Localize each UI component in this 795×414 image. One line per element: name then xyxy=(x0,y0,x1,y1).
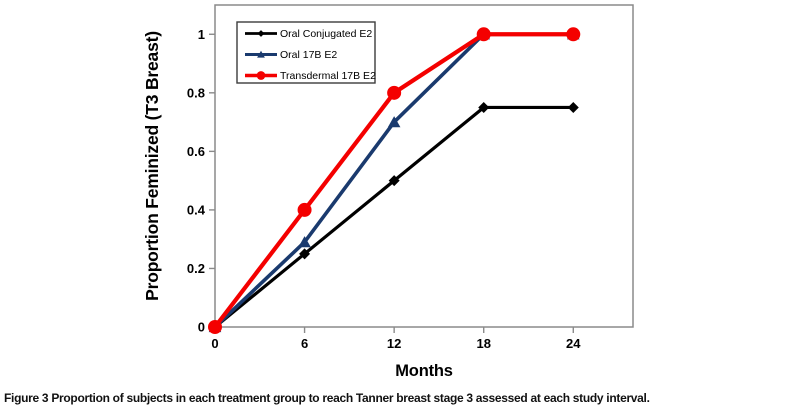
data-point-oral-conjugated-e2-6mo xyxy=(299,248,311,260)
x-tick-label: 0 xyxy=(211,336,218,351)
data-point-oral-17b-e2-6mo xyxy=(298,236,311,248)
data-point-oral-conjugated-e2-12mo xyxy=(388,175,400,187)
data-point-transdermal-17b-e2-0mo xyxy=(208,320,222,334)
data-point-transdermal-17b-e2-6mo xyxy=(297,202,312,217)
x-tick-label: 18 xyxy=(476,336,490,351)
data-point-oral-conjugated-e2-18mo xyxy=(478,101,490,113)
legend-label-oral-conjugated-e2: Oral Conjugated E2 xyxy=(280,28,372,40)
figure-caption: Figure 3 Proportion of subjects in each … xyxy=(4,391,794,405)
y-axis-title: Proportion Feminized (T3 Breast) xyxy=(142,31,162,301)
y-tick-label: 0 xyxy=(198,320,205,335)
y-tick-label: 0.4 xyxy=(187,202,206,217)
data-point-transdermal-17b-e2-12mo xyxy=(387,85,402,100)
y-tick-label: 0.2 xyxy=(187,261,205,276)
legend-label-oral-17b-e2: Oral 17B E2 xyxy=(280,49,337,61)
data-point-transdermal-17b-e2-24mo xyxy=(566,27,581,42)
legend-marker-oral-conjugated-e2 xyxy=(257,30,265,37)
x-tick-label: 24 xyxy=(566,336,581,351)
data-point-transdermal-17b-e2-18mo xyxy=(476,27,491,42)
x-tick-label: 6 xyxy=(301,336,308,351)
x-axis-title: Months xyxy=(395,362,453,380)
y-tick-label: 0.6 xyxy=(187,144,205,159)
legend-label-transdermal-17b-e2: Transdermal 17B E2 xyxy=(280,70,376,82)
figure-caption-text: Proportion of subjects in each treatment… xyxy=(51,391,650,405)
figure-caption-label: Figure 3 xyxy=(4,391,49,405)
y-tick-label: 1 xyxy=(198,27,205,42)
y-tick-label: 0.8 xyxy=(187,85,205,100)
data-point-oral-17b-e2-12mo xyxy=(387,116,401,128)
x-tick-label: 12 xyxy=(387,336,401,351)
data-point-oral-conjugated-e2-24mo xyxy=(567,101,579,113)
legend-marker-oral-17b-e2 xyxy=(257,50,265,58)
legend-marker-transdermal-17b-e2 xyxy=(256,71,266,80)
